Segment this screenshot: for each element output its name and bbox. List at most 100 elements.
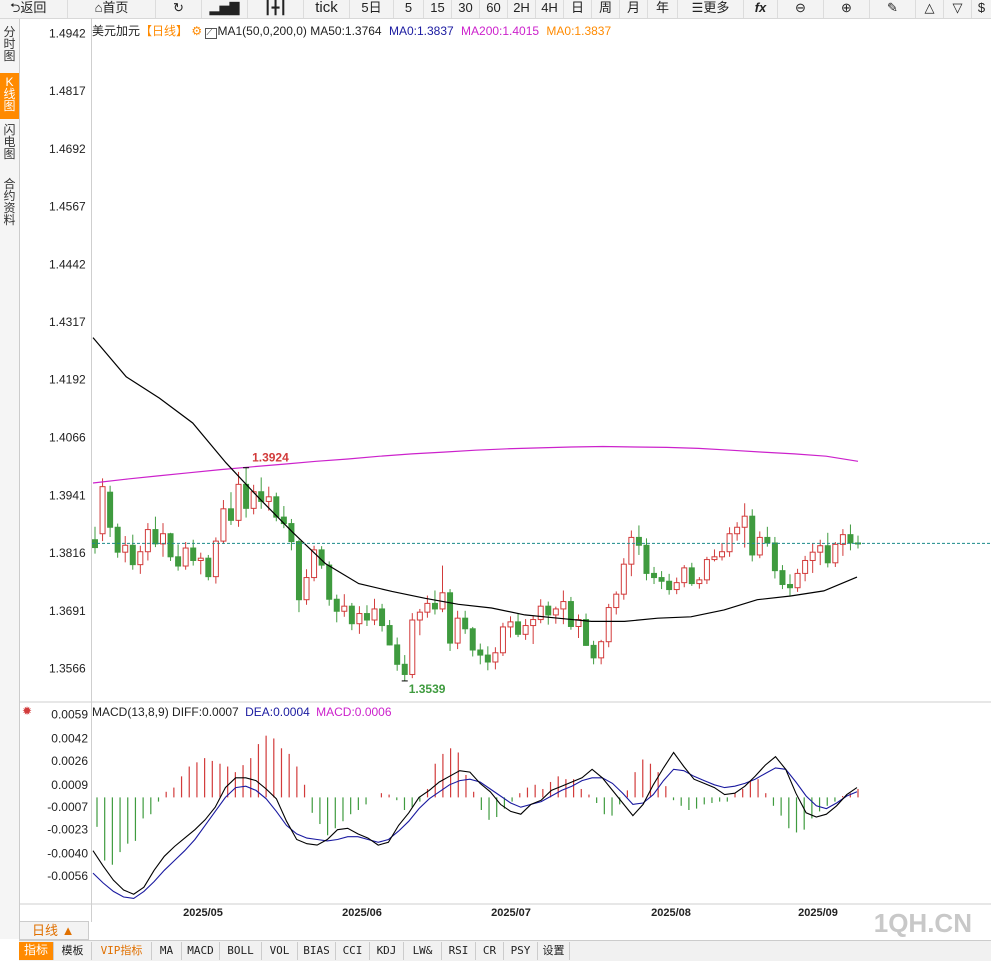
more-button[interactable]: ☰更多 bbox=[678, 0, 744, 18]
sidebar-tab-kline[interactable]: K线图 bbox=[0, 73, 19, 119]
indicator-tab[interactable]: 设置 bbox=[538, 942, 570, 960]
candle-up bbox=[575, 619, 582, 627]
candle-up bbox=[673, 582, 680, 591]
period-day[interactable]: 日 bbox=[564, 0, 592, 18]
candle-up bbox=[409, 619, 416, 675]
ma-indicator-name: MA1(50,0,200,0) bbox=[217, 24, 307, 38]
candle-up bbox=[265, 496, 272, 502]
draw-button[interactable]: ✎ bbox=[870, 0, 916, 18]
period-5[interactable]: 5 bbox=[394, 0, 424, 18]
watermark: 1QH.CN bbox=[874, 908, 972, 938]
refresh-button[interactable]: ↻ bbox=[156, 0, 202, 18]
price-tick-label: 1.4317 bbox=[49, 315, 86, 329]
sidebar-tab-contract[interactable]: 合约资料 bbox=[3, 177, 16, 227]
currency-button[interactable]: $ bbox=[972, 0, 991, 18]
candle-down bbox=[152, 529, 159, 545]
shape-button[interactable]: △ bbox=[916, 0, 944, 18]
zoom-out-button[interactable]: ⊖ bbox=[778, 0, 824, 18]
indicator-tab[interactable]: MACD bbox=[182, 942, 220, 960]
period-30[interactable]: 30 bbox=[452, 0, 480, 18]
candle-down bbox=[643, 544, 650, 574]
sidebar-tab-timeshare[interactable]: 分时图 bbox=[3, 25, 16, 63]
indicator-tab[interactable]: VIP指标 bbox=[92, 942, 152, 960]
candle-down bbox=[515, 621, 522, 635]
ma200-line bbox=[92, 445, 859, 484]
ma-indicator-icon[interactable]: ⟋ bbox=[205, 28, 218, 39]
settings-gear-icon[interactable]: ⚙ bbox=[191, 24, 203, 38]
candle-up bbox=[424, 602, 431, 613]
triangle-icon: △ bbox=[924, 0, 935, 15]
macd-diff: DIFF:0.0007 bbox=[172, 705, 239, 719]
indicator-tab[interactable]: MA bbox=[152, 942, 182, 960]
candle-type-button[interactable]: ┃╋┃ bbox=[248, 0, 304, 18]
indicator-tab[interactable]: CCI bbox=[336, 942, 370, 960]
macd-tick-label: 0.0042 bbox=[51, 731, 88, 745]
indicator-tab[interactable]: KDJ bbox=[370, 942, 404, 960]
candle-down bbox=[567, 601, 574, 627]
indicator-tab[interactable]: VOL bbox=[262, 942, 298, 960]
period-month[interactable]: 月 bbox=[620, 0, 648, 18]
formula-button[interactable]: fx bbox=[744, 0, 778, 18]
candle-up bbox=[454, 617, 461, 644]
high-annotation: 1.3924 bbox=[252, 451, 289, 465]
candle-down bbox=[447, 592, 454, 644]
dropdown-button[interactable]: ▽ bbox=[944, 0, 972, 18]
candle-down bbox=[477, 649, 484, 656]
macd-tick-label: 0.0059 bbox=[51, 708, 88, 722]
indicator-tabs: 指标 模板 VIP指标 MA MACD BOLL VOL BIAS CCI KDJ LW& RSI CR… bbox=[19, 940, 991, 961]
macd-tick-label: -0.0056 bbox=[47, 869, 88, 883]
macd-tick-label: 0.0009 bbox=[51, 778, 88, 792]
ma200-value: MA200:1.4015 bbox=[461, 24, 540, 38]
candle-up bbox=[182, 547, 189, 567]
candle-down bbox=[175, 556, 182, 567]
candle-up bbox=[371, 608, 378, 621]
candle-up bbox=[311, 549, 318, 579]
candle-up bbox=[356, 613, 363, 625]
indicator-tab[interactable]: PSY bbox=[504, 942, 538, 960]
candle-down bbox=[651, 572, 658, 579]
indicator-tab[interactable]: CR bbox=[476, 942, 504, 960]
indicator-tab[interactable]: RSI bbox=[442, 942, 476, 960]
chart-type-button[interactable]: ▂▅▇ bbox=[202, 0, 248, 18]
home-icon: ⌂ bbox=[94, 0, 103, 15]
candle-down bbox=[363, 613, 370, 621]
period-60[interactable]: 60 bbox=[480, 0, 508, 18]
period-year[interactable]: 年 bbox=[648, 0, 678, 18]
price-tick-label: 1.4942 bbox=[49, 27, 86, 41]
candle-down bbox=[484, 654, 491, 663]
period-2h[interactable]: 2H bbox=[508, 0, 536, 18]
period-week[interactable]: 周 bbox=[592, 0, 620, 18]
candle-down bbox=[243, 483, 250, 509]
indicator-tab[interactable]: BOLL bbox=[220, 942, 262, 960]
candle-up bbox=[341, 605, 348, 612]
candle-down bbox=[847, 534, 854, 544]
period-selector[interactable]: 日线 ▲ bbox=[19, 921, 89, 940]
period-15[interactable]: 15 bbox=[424, 0, 452, 18]
indicator-tab[interactable]: LW& bbox=[404, 942, 442, 960]
ma50-line bbox=[92, 337, 858, 623]
macd-tick-label: -0.0023 bbox=[47, 823, 88, 837]
price-chart: 1.4942 1.4817 1.4692 1.4567 1.4442 1.4317 1.41… bbox=[20, 18, 991, 938]
pen-icon: ✎ bbox=[887, 0, 898, 15]
sidebar-tab-flash[interactable]: 闪电图 bbox=[3, 123, 16, 161]
period-5d[interactable]: 5日 bbox=[350, 0, 394, 18]
home-button[interactable]: ⌂首页 bbox=[68, 0, 156, 18]
macd-legend: MACD(13,8,9) DIFF:0.0007 DEA:0.0004 MACD… bbox=[92, 705, 392, 719]
period-4h[interactable]: 4H bbox=[536, 0, 564, 18]
period-tick[interactable]: tick bbox=[304, 0, 350, 18]
candle-down bbox=[787, 583, 794, 589]
candle-down bbox=[590, 644, 597, 659]
indicator-tab[interactable]: 模板 bbox=[54, 942, 92, 960]
candle-down bbox=[114, 526, 121, 553]
candle-up bbox=[711, 556, 718, 561]
zoom-in-button[interactable]: ⊕ bbox=[824, 0, 870, 18]
macd-dea-line bbox=[92, 767, 858, 899]
candle-down bbox=[658, 577, 665, 582]
candle-up bbox=[696, 579, 703, 585]
indicator-tab[interactable]: 指标 bbox=[19, 942, 54, 960]
macd-settings-icon[interactable]: ✹ bbox=[22, 704, 33, 718]
indicator-tab[interactable]: BIAS bbox=[298, 942, 336, 960]
ma0-value-a: MA0:1.3837 bbox=[388, 24, 454, 38]
back-button[interactable]: ⮌返回 bbox=[0, 0, 68, 18]
candle-up bbox=[537, 605, 544, 621]
